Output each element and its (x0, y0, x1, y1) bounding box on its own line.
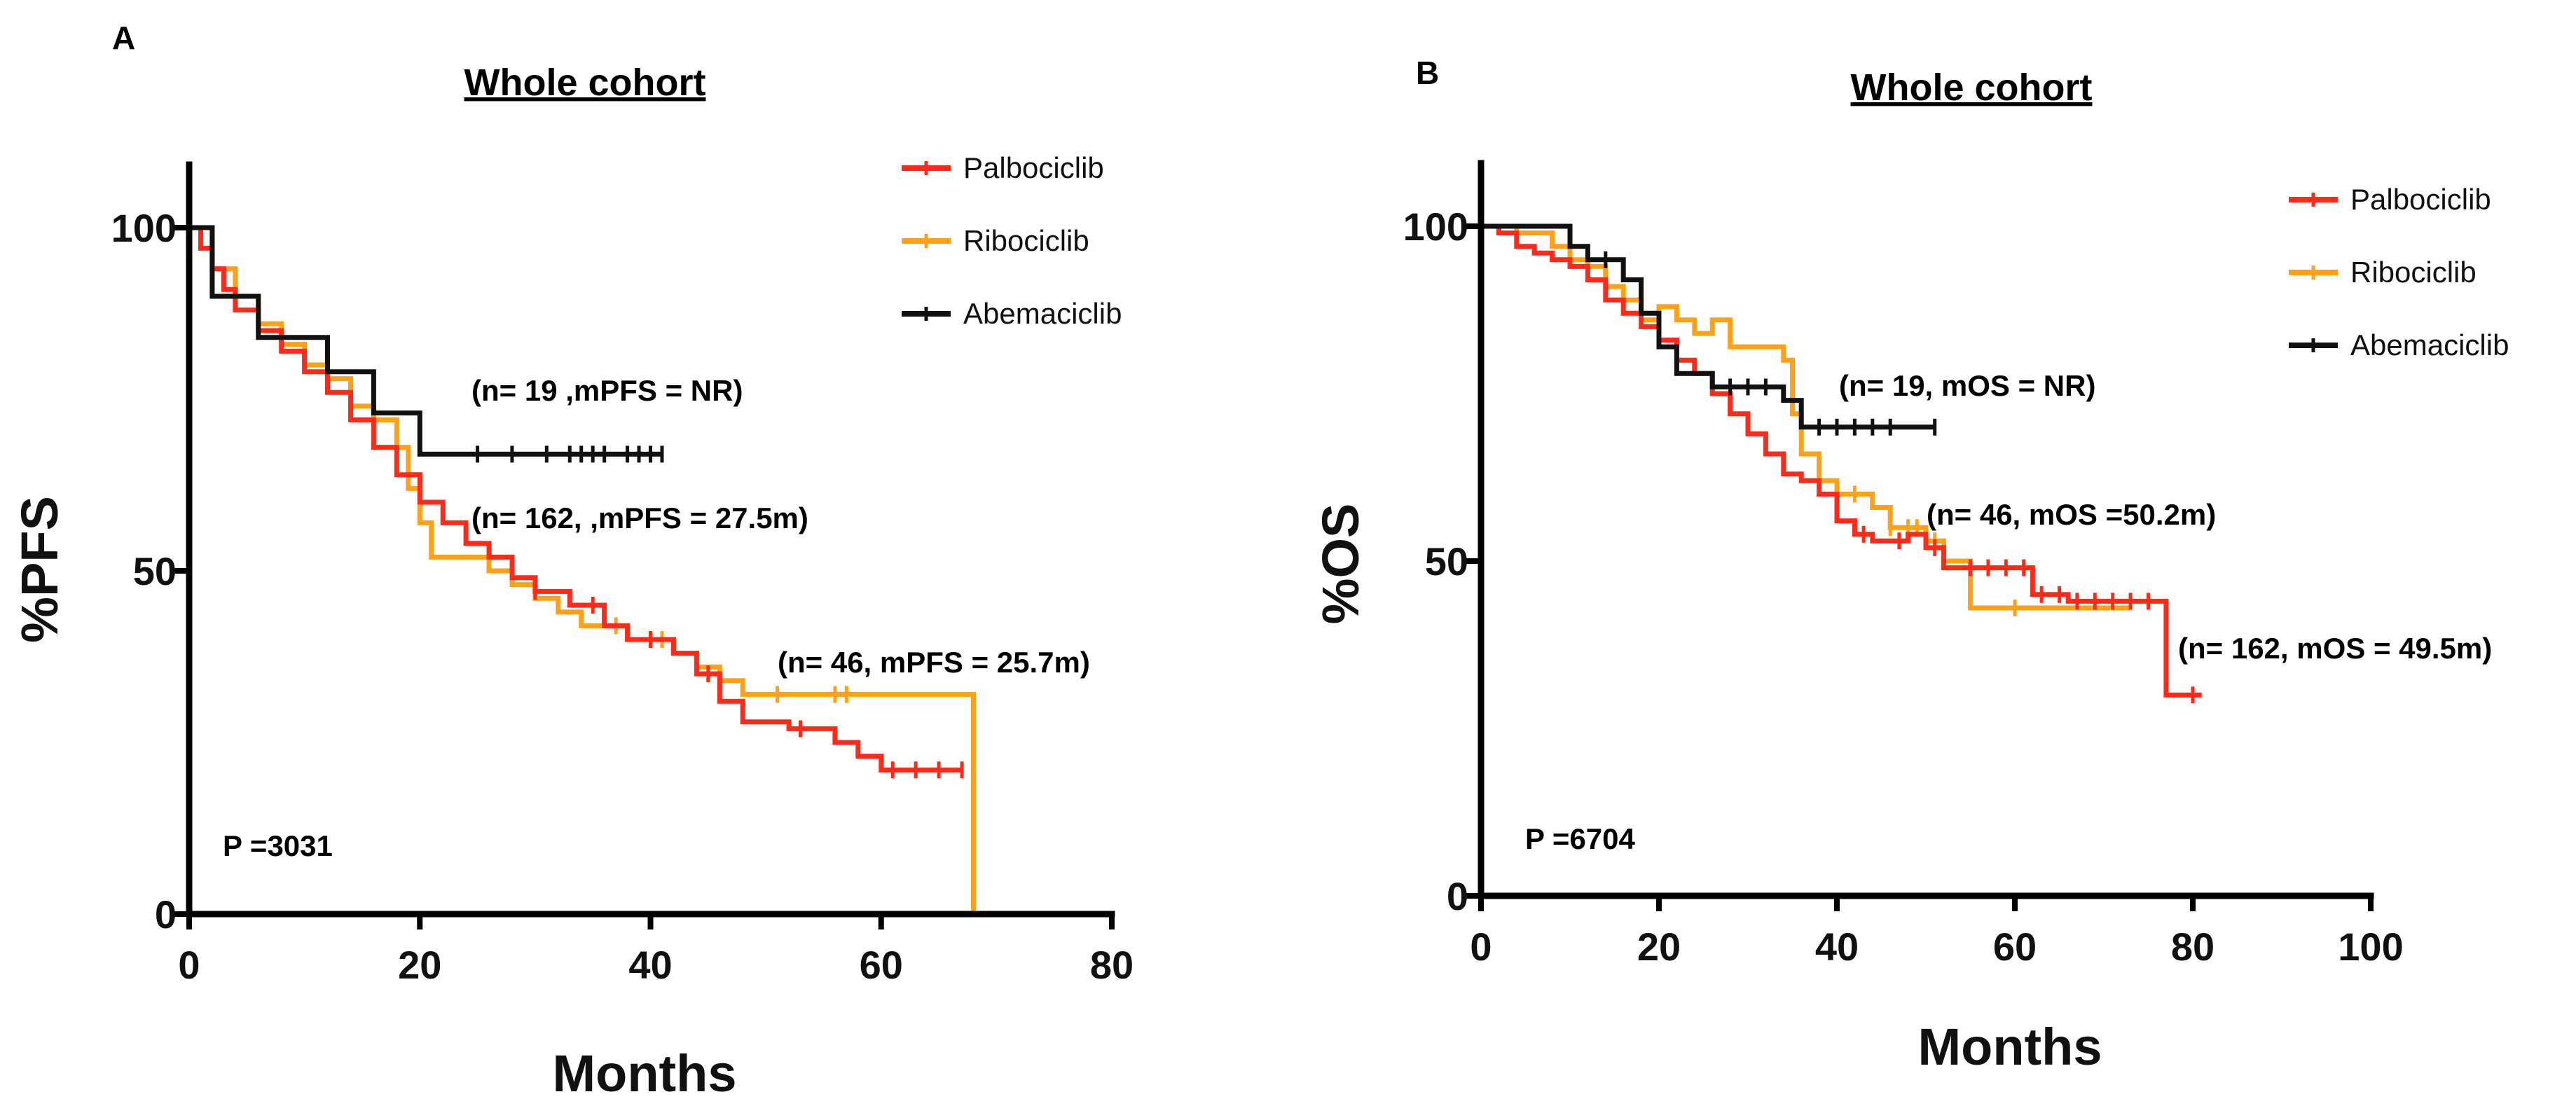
x-tick-label: 20 (398, 943, 441, 987)
x-tick-label: 100 (2338, 925, 2403, 969)
annotation-abemaciclib: (n= 19 ,mPFS = NR) (471, 374, 743, 407)
x-tick-label: 40 (1815, 925, 1859, 969)
panel-b: B Whole cohort 0 20 40 60 80 100 0 50 100 %OS Mo… (1288, 0, 2576, 1120)
series-line-ribociclib (1481, 223, 2131, 611)
chart-title: Whole cohort (464, 62, 706, 104)
legend-label-ribociclib: Ribociclib (963, 224, 1089, 257)
y-tick-label: 50 (1425, 539, 1468, 583)
series-line-ribociclib (189, 225, 976, 914)
y-axis-title: %OS (1311, 504, 1370, 625)
x-tick-label: 0 (178, 943, 200, 987)
y-tick-label: 50 (133, 549, 177, 593)
legend: Palbociclib Ribociclib Abemaciclib (2289, 183, 2509, 361)
legend-label-ribociclib: Ribociclib (2350, 256, 2477, 289)
x-tick-label: 80 (1090, 943, 1134, 987)
legend-label-palbociclib: Palbociclib (963, 151, 1104, 184)
x-tick-label: 60 (1993, 925, 2037, 969)
series-line-palbociclib (1481, 223, 2202, 698)
series-line-abemaciclib (1481, 223, 1935, 430)
legend-label-abemaciclib: Abemaciclib (2350, 329, 2509, 361)
os-chart: B Whole cohort 0 20 40 60 80 100 0 50 100 %OS Mo… (1311, 55, 2509, 1076)
x-tick-label: 60 (860, 943, 903, 987)
annotation-ribociclib: (n= 46, mOS =50.2m) (1927, 498, 2216, 531)
y-axis-title: %PFS (11, 496, 69, 643)
x-tick-label: 40 (628, 943, 672, 987)
chart-title: Whole cohort (1851, 67, 2093, 109)
x-tick-label: 0 (1470, 925, 1492, 969)
annotation-abemaciclib: (n= 19, mOS = NR) (1839, 369, 2095, 402)
y-tick-label: 0 (1447, 874, 1468, 918)
x-axis-title: Months (552, 1044, 736, 1102)
x-tick-label: 80 (2171, 925, 2215, 969)
y-tick-label: 100 (1403, 205, 1468, 249)
panel-label: B (1416, 55, 1439, 91)
annotation-palbociclib: (n= 162, mOS = 49.5m) (2178, 632, 2492, 665)
p-value: P =6704 (1525, 822, 1636, 855)
annotation-palbociclib: (n= 162, ,mPFS = 27.5m) (471, 502, 808, 534)
panel-label: A (112, 20, 135, 56)
legend-label-abemaciclib: Abemaciclib (963, 297, 1122, 330)
p-value: P =3031 (223, 829, 333, 862)
legend: Palbociclib Ribociclib Abemaciclib (902, 151, 1122, 330)
y-tick-label: 100 (111, 206, 177, 250)
pfs-chart: A Whole cohort 0 20 40 60 80 0 50 100 %PFS Mont… (11, 20, 1134, 1102)
panel-a: A Whole cohort 0 20 40 60 80 0 50 100 %PFS Mont… (11, 20, 1134, 1102)
x-axis-title: Months (1917, 1018, 2102, 1076)
series-line-abemaciclib (189, 225, 662, 457)
annotation-ribociclib: (n= 46, mPFS = 25.7m) (778, 646, 1090, 679)
legend-label-palbociclib: Palbociclib (2350, 183, 2491, 216)
x-tick-label: 20 (1637, 925, 1681, 969)
y-tick-label: 0 (155, 892, 177, 936)
